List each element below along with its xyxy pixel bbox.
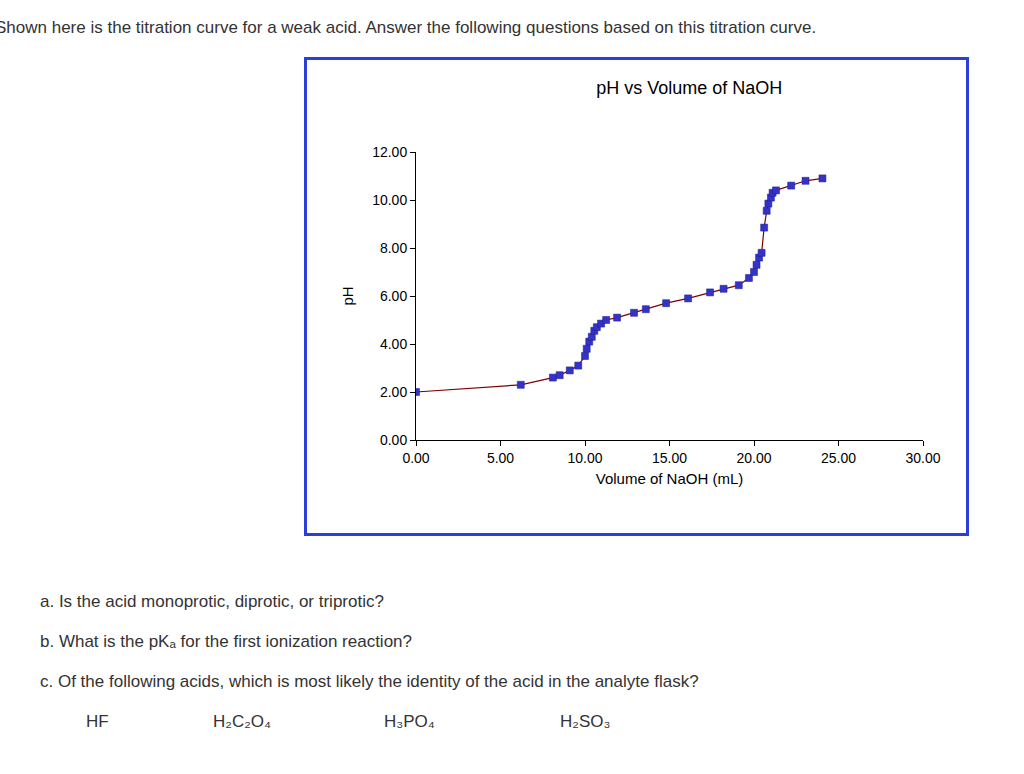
- svg-text:0.00: 0.00: [402, 450, 429, 466]
- svg-text:0.00: 0.00: [380, 432, 407, 448]
- html-text:H₂SO₃: H₂SO₃: [560, 712, 611, 731]
- svg-text:8.00: 8.00: [380, 240, 407, 256]
- svg-text:10.00: 10.00: [372, 192, 407, 208]
- svg-text:12.00: 12.00: [372, 144, 407, 160]
- svg-text:4.00: 4.00: [380, 336, 407, 352]
- html-text:HF: HF: [86, 712, 109, 731]
- html-text:H₂C₂O₄: H₂C₂O₄: [213, 712, 271, 731]
- svg-text:pH vs Volume of NaOH: pH vs Volume of NaOH: [596, 78, 782, 98]
- html-text:H₃PO₄: H₃PO₄: [384, 712, 435, 731]
- svg-text:6.00: 6.00: [380, 288, 407, 304]
- svg-text:10.00: 10.00: [567, 450, 602, 466]
- html-text:a. Is the acid monoprotic, dip: a. Is the acid monoprotic, diprotic, or …: [40, 592, 384, 611]
- svg-text:20.00: 20.00: [736, 450, 771, 466]
- svg-text:30.00: 30.00: [905, 450, 940, 466]
- svg-text:2.00: 2.00: [380, 384, 407, 400]
- svg-text:25.00: 25.00: [821, 450, 856, 466]
- svg-text:5.00: 5.00: [487, 450, 514, 466]
- svg-text:15.00: 15.00: [652, 450, 687, 466]
- svg-text:Volume of NaOH (mL): Volume of NaOH (mL): [596, 470, 744, 487]
- html-text:b. What is the pKₐ for the fir: b. What is the pKₐ for the first ionizat…: [40, 632, 412, 651]
- svg-text:pH: pH: [339, 286, 356, 305]
- html-text:c. Of the following acids, whi: c. Of the following acids, which is most…: [40, 672, 699, 691]
